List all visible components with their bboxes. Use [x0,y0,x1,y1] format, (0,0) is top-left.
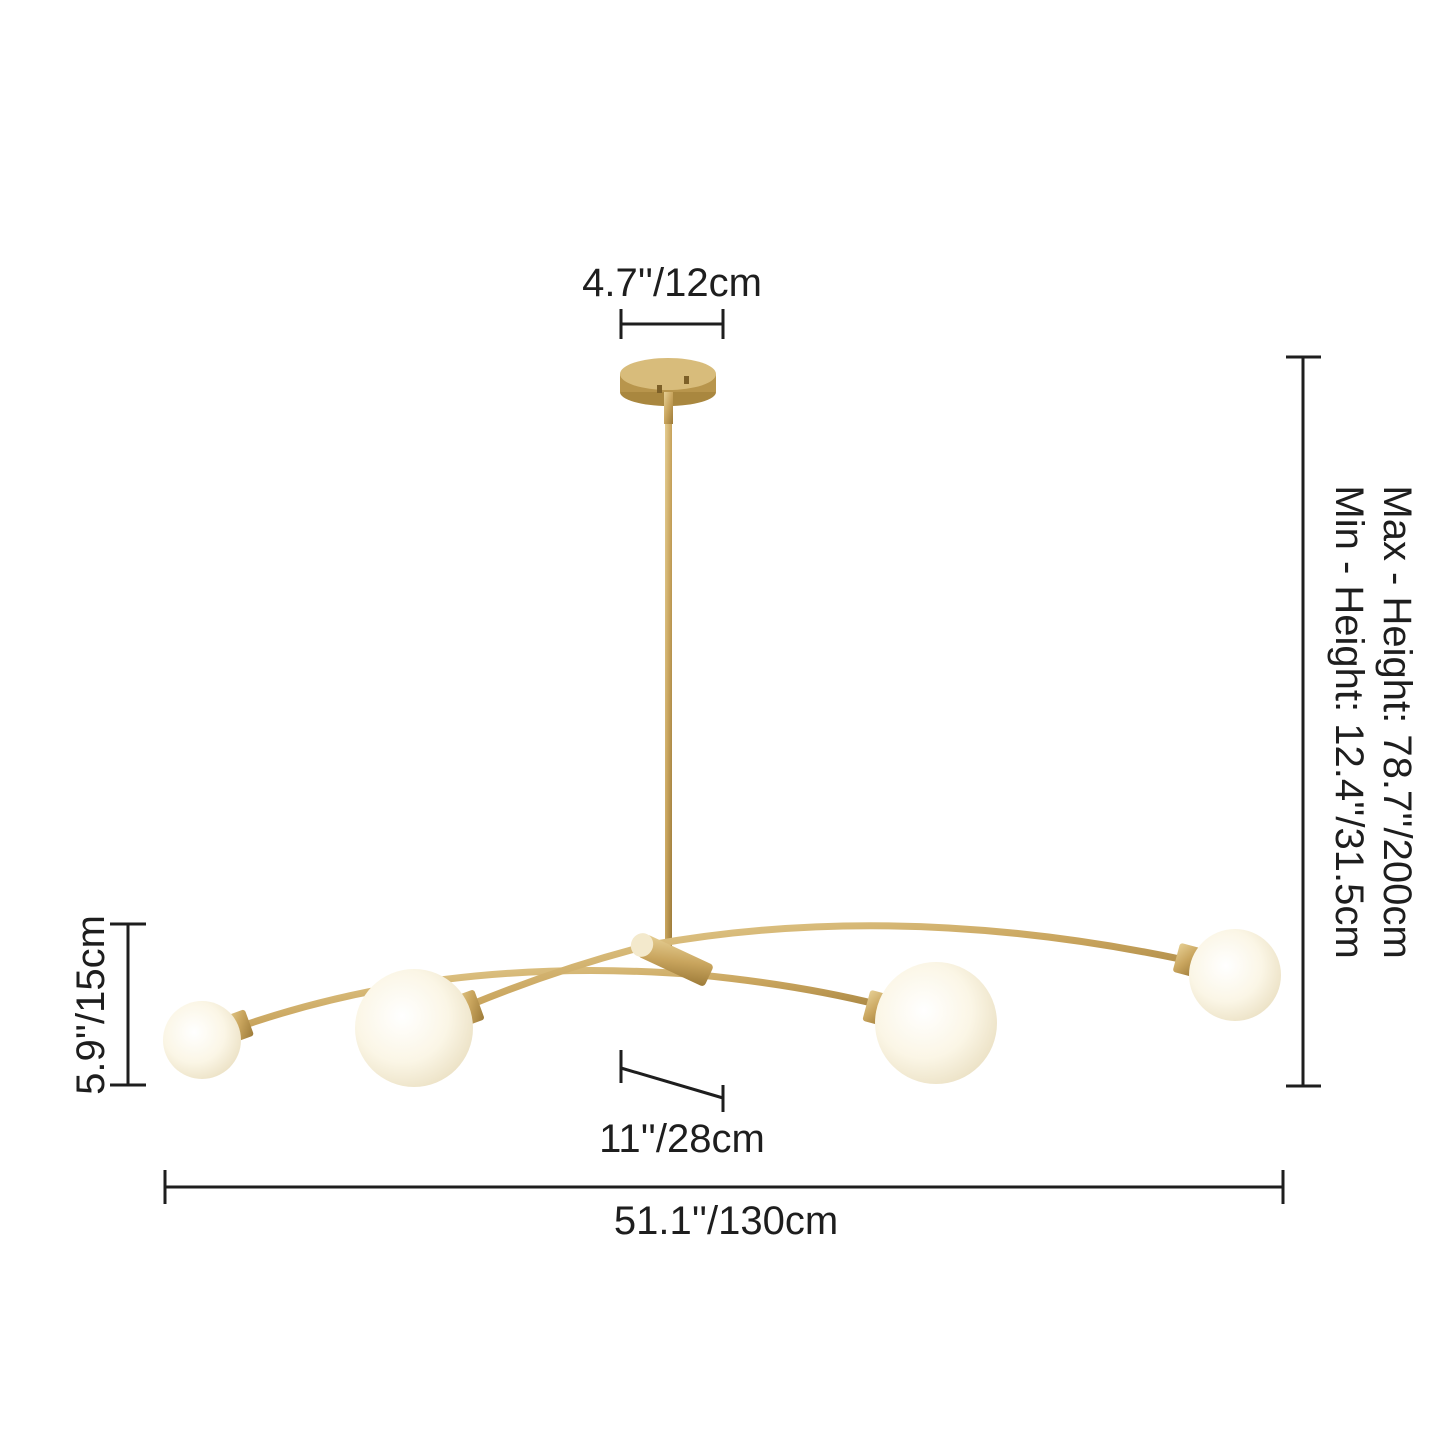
chandelier [163,358,1281,1087]
min-height-label: Min - Height: 12.4''/31.5cm [1327,485,1371,958]
canopy-width-label: 4.7''/12cm [582,261,762,305]
center-length-dimension-line [619,1050,725,1112]
globe-height-label: 5.9''/15cm [69,915,113,1095]
arm-a [243,967,881,1029]
arm-b [468,922,1186,1009]
total-width-dimension-line [163,1170,1285,1204]
globe-light [163,1001,241,1079]
canopy-width-dimension-line [619,309,725,339]
center-hub [630,933,713,986]
globe-height-dimension-line [110,922,146,1087]
globe-light [355,969,473,1087]
ceiling-canopy [620,358,716,424]
total-width-label: 51.1''/130cm [614,1199,838,1243]
height-dimension-line [1286,355,1321,1088]
globe-light [875,962,997,1084]
max-height-label: Max - Height: 78.7''/200cm [1375,485,1419,958]
center-length-label: 11''/28cm [599,1117,765,1161]
globe-light [1189,929,1281,1021]
downrod [665,392,672,952]
